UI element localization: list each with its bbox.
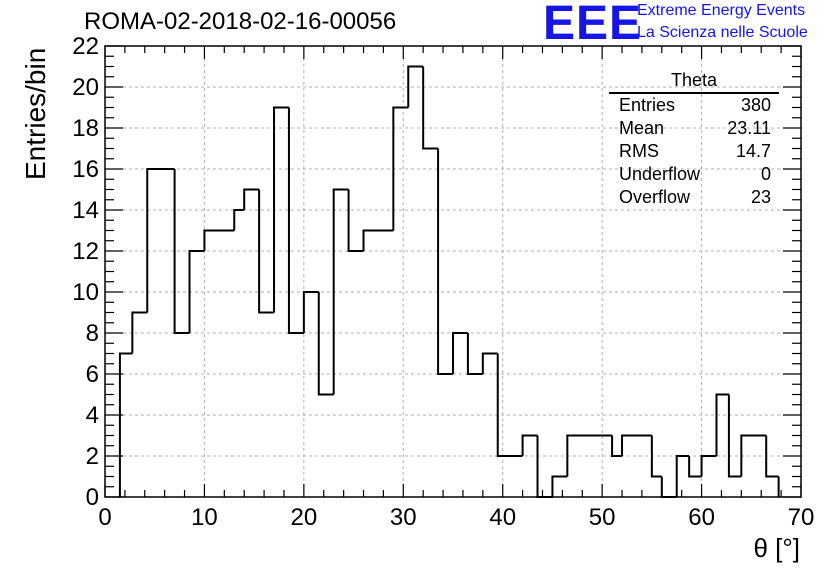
x-tick-label: 40 bbox=[489, 504, 516, 531]
x-tick-label: 30 bbox=[390, 504, 417, 531]
x-tick-label: 10 bbox=[191, 504, 218, 531]
histogram-bin bbox=[188, 250, 205, 333]
stats-row-overflow: Overflow 23 bbox=[609, 186, 779, 209]
stats-row-rms: RMS 14.7 bbox=[609, 140, 779, 163]
histogram-bin bbox=[621, 434, 652, 456]
x-tick-label: 0 bbox=[98, 504, 111, 531]
stats-value: 14.7 bbox=[735, 141, 771, 161]
histogram-bin bbox=[700, 455, 717, 477]
histogram-bin bbox=[362, 229, 394, 251]
stats-row-underflow: Underflow 0 bbox=[609, 163, 779, 186]
stats-label: Underflow bbox=[619, 164, 701, 184]
histogram-bin bbox=[118, 352, 133, 497]
stats-value: 380 bbox=[740, 95, 771, 115]
histogram-bin bbox=[660, 476, 677, 498]
y-tick-label: 20 bbox=[72, 74, 99, 101]
histogram-bin bbox=[675, 455, 690, 497]
y-tick-label: 4 bbox=[86, 402, 99, 429]
y-tick-label: 0 bbox=[86, 484, 99, 511]
x-axis-label: θ [°] bbox=[753, 533, 800, 563]
y-tick-label: 2 bbox=[86, 443, 99, 470]
stats-value: 23.11 bbox=[727, 118, 771, 138]
x-tick-label: 20 bbox=[291, 504, 318, 531]
stats-row-mean: Mean 23.11 bbox=[609, 117, 779, 140]
x-tick-label: 50 bbox=[589, 504, 616, 531]
histogram-bin bbox=[347, 189, 364, 252]
histogram-bin bbox=[287, 107, 304, 334]
stats-label: Entries bbox=[619, 95, 676, 115]
stats-box: Theta Entries 380 Mean 23.11 RMS 14.7 Un… bbox=[609, 70, 779, 209]
histogram-bin bbox=[146, 168, 175, 313]
histogram-bin bbox=[611, 435, 623, 457]
histogram-bin bbox=[521, 434, 538, 456]
histogram-bin bbox=[740, 434, 767, 477]
histogram-series bbox=[118, 65, 780, 498]
histogram-bin bbox=[407, 65, 424, 108]
axis-ticks bbox=[104, 45, 802, 498]
histogram-bin bbox=[727, 394, 742, 478]
histogram-bin bbox=[765, 435, 779, 478]
histogram-bin bbox=[715, 393, 729, 456]
histogram-bin bbox=[481, 352, 498, 374]
histogram-bin bbox=[131, 311, 148, 354]
tick-labels: 0 10 20 30 40 50 60 70 0 2 4 6 8 10 12 14 16 18 20 22 bbox=[72, 33, 814, 531]
logo-line-2: La Scienza nelle Scuole bbox=[637, 24, 808, 41]
y-tick-label: 16 bbox=[72, 156, 99, 183]
y-tick-label: 14 bbox=[72, 197, 99, 224]
histogram-bin bbox=[273, 106, 289, 313]
stats-label: Overflow bbox=[619, 187, 691, 207]
histogram-bin bbox=[243, 188, 260, 210]
histogram-bin bbox=[496, 353, 523, 457]
histogram-bin bbox=[650, 435, 662, 478]
stats-title: Theta bbox=[609, 70, 779, 94]
histogram-bin bbox=[536, 435, 553, 498]
eee-logo: EEE bbox=[543, 0, 643, 50]
histogram-bin bbox=[466, 333, 483, 375]
logo-line-1: Extreme Energy Events bbox=[637, 2, 806, 19]
y-tick-label: 12 bbox=[72, 238, 99, 265]
x-tick-label: 60 bbox=[688, 504, 715, 531]
stats-label: Mean bbox=[619, 118, 665, 138]
x-tick-label: 70 bbox=[788, 504, 815, 531]
histogram-bin bbox=[258, 189, 275, 314]
y-tick-label: 8 bbox=[86, 320, 99, 347]
histogram-bin bbox=[452, 332, 468, 374]
histogram-bin bbox=[302, 291, 319, 333]
y-tick-label: 10 bbox=[72, 279, 99, 306]
histogram-bin bbox=[332, 188, 349, 395]
y-tick-label: 6 bbox=[86, 361, 99, 388]
histogram-bin bbox=[317, 292, 334, 396]
stats-value: 0 bbox=[760, 164, 771, 184]
histogram-bin bbox=[437, 148, 453, 375]
histogram-bin bbox=[688, 456, 702, 478]
histogram-bin bbox=[392, 106, 409, 231]
histogram-bin bbox=[551, 475, 568, 497]
stats-value: 23 bbox=[750, 187, 771, 207]
stats-label: RMS bbox=[619, 141, 659, 161]
y-tick-label: 18 bbox=[72, 115, 99, 142]
y-tick-label: 22 bbox=[72, 33, 99, 60]
histogram-bin bbox=[233, 209, 245, 231]
histogram-bin bbox=[203, 229, 235, 251]
histogram-bin bbox=[566, 434, 613, 477]
chart-title: ROMA-02-2018-02-16-00056 bbox=[84, 8, 397, 35]
stats-row-entries: Entries 380 bbox=[609, 94, 779, 117]
y-axis-label: Entries/bin bbox=[20, 47, 51, 180]
histogram-bin bbox=[422, 66, 439, 150]
histogram-bin bbox=[173, 169, 190, 334]
